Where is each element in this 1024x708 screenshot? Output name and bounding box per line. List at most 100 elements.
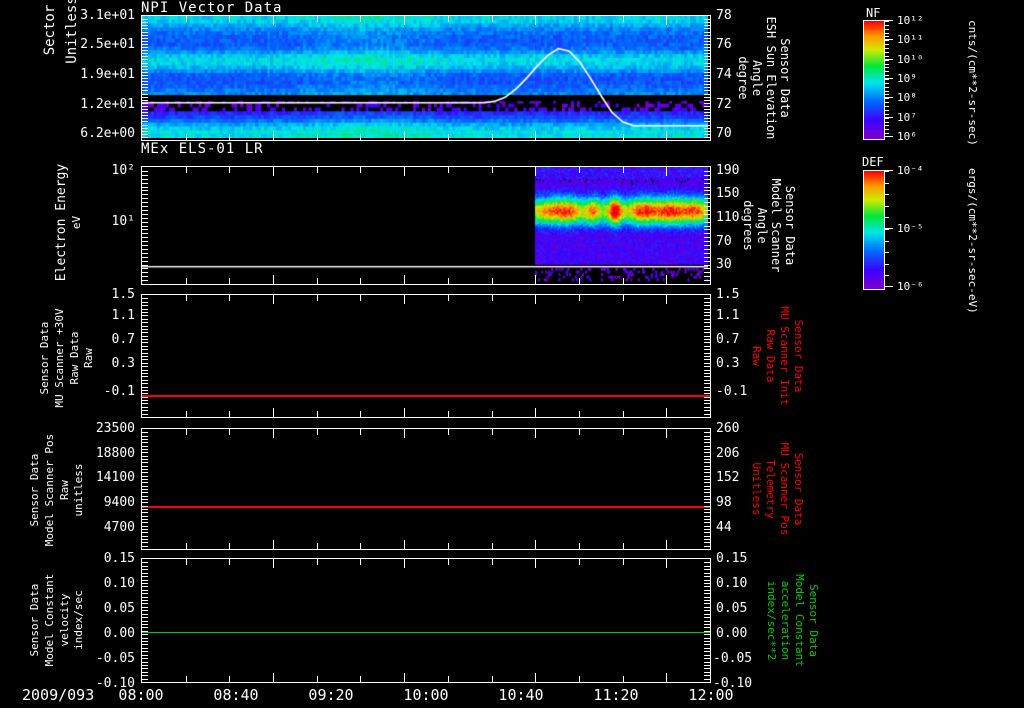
nf-colorbar-label: NF xyxy=(866,6,881,20)
panel4-ytick-4: 4700 xyxy=(103,520,135,535)
panel2-right-line1: Sensor Data xyxy=(783,185,797,266)
panel4-right-line4: Unitless xyxy=(750,462,763,516)
time-tick-label: 10:00 xyxy=(403,686,449,704)
panel1-rtick-3: 72 xyxy=(716,97,732,112)
cb1-tick-label: 10¹⁰ xyxy=(897,52,924,66)
panel2-right-line4: degrees xyxy=(741,200,755,251)
panel4-ytick-0: 23500 xyxy=(95,421,135,436)
panel2-ytick-1: 10¹ xyxy=(111,214,135,229)
panel4-rtick-2: 152 xyxy=(716,470,740,485)
panel1-ytick-0: 3.1e+01 xyxy=(80,8,135,23)
panel3-right-line3: Raw Data xyxy=(764,329,777,383)
cb1-minor-tick xyxy=(884,86,889,88)
cb2-tick-label: 10⁻⁵ xyxy=(897,222,924,235)
panel5-left-line4: index/sec xyxy=(72,590,85,650)
cb2-gradient xyxy=(864,171,884,289)
panel1-right-axis-label: Sensor Data ESH Sun Elevation Angle degr… xyxy=(736,15,810,141)
panel1-ytick-3: 1.2e+01 xyxy=(80,97,135,112)
panel4-rtick-1: 206 xyxy=(716,446,740,461)
npi-spectrogram-canvas xyxy=(142,16,708,138)
cb1-tick-label: 10⁸ xyxy=(897,91,917,105)
panel3-ytick-1: 1.1 xyxy=(111,308,135,323)
panel5-right-line4: index/sec**2 xyxy=(765,580,778,661)
panel4-ytick-2: 14100 xyxy=(95,470,135,485)
panel5-right-line3: acceleration xyxy=(779,580,792,661)
cb1-tick-mark xyxy=(884,58,893,60)
panel3-rtick-3: 0.3 xyxy=(716,356,740,371)
panel2-rtick-2: 110 xyxy=(716,210,740,225)
panel5-rtick-4: -0.05 xyxy=(713,651,753,666)
panel-mex-els-01-lr[interactable] xyxy=(141,166,711,285)
series-line-mu-scanner-pos xyxy=(142,506,710,508)
cb1-tick-mark xyxy=(884,116,893,118)
cb1-tick-mark xyxy=(884,78,893,79)
panel5-rtick-1: 0.10 xyxy=(716,576,748,591)
cb1-minor-tick xyxy=(884,79,889,80)
cb1-tick-label: 10¹² xyxy=(897,14,924,27)
def-unit-text: ergs/(cm**2-sr-sec-eV) xyxy=(966,168,979,314)
panel-npi-vector-data[interactable] xyxy=(141,15,711,141)
cb2-minor-tick xyxy=(884,217,889,219)
nf-colorbar[interactable] xyxy=(863,20,885,140)
panel2-right-line3: Angle xyxy=(755,207,769,244)
time-tick-label: 09:20 xyxy=(308,686,354,704)
cb1-tick-label: 10⁷ xyxy=(897,110,917,124)
def-colorbar-unit: ergs/(cm**2-sr-sec-eV) xyxy=(965,168,985,314)
panel-title-els: MEx ELS-01 LR xyxy=(141,141,264,157)
cb1-tick-mark xyxy=(884,97,893,99)
date-label: 2009/093 xyxy=(22,686,95,704)
panel5-ytick-1: 0.10 xyxy=(103,576,135,591)
panel5-rtick-2: 0.05 xyxy=(716,601,748,616)
panel5-rtick-5: -0.10 xyxy=(713,676,753,691)
panel4-right-axis-label: Sensor Data MU Scanner Pos Telemetry Uni… xyxy=(750,428,830,550)
cb2-tick-mark xyxy=(884,228,893,229)
cb1-minor-tick xyxy=(884,28,889,30)
panel4-rtick-0: 260 xyxy=(716,421,740,436)
panel3-ytick-2: 0.7 xyxy=(111,332,135,347)
panel1-right-line1: Sensor Data xyxy=(778,38,792,118)
panel1-rtick-0: 78 xyxy=(716,8,732,23)
panel3-right-line1: Sensor Data xyxy=(792,319,805,393)
def-colorbar[interactable] xyxy=(863,170,885,290)
panel4-right-line3: Telemetry xyxy=(764,459,777,519)
panel3-left-line1: Sensor Data xyxy=(38,321,51,395)
panel5-right-line1: Sensor Data xyxy=(807,584,820,657)
panel5-ytick-5: -0.10 xyxy=(95,676,135,691)
cb1-minor-tick xyxy=(884,113,889,115)
cb1-minor-tick xyxy=(884,44,889,46)
panel1-right-line3: Angle xyxy=(750,59,764,97)
panel3-rtick-4: -0.1 xyxy=(716,384,748,399)
panel2-rtick-1: 150 xyxy=(716,186,740,201)
panel-mu-scanner-30v-raw[interactable] xyxy=(141,294,711,418)
els-spectrogram-canvas xyxy=(142,167,708,282)
panel-model-scanner-pos-raw[interactable] xyxy=(141,428,711,550)
panel1-rtick-2: 74 xyxy=(716,67,732,82)
panel3-right-line2: MU Scanner Init xyxy=(778,306,791,406)
cb1-minor-tick xyxy=(884,129,889,131)
panel3-right-line4: Raw xyxy=(750,346,763,366)
panel2-rtick-4: 30 xyxy=(716,257,732,272)
cb1-minor-tick xyxy=(884,94,889,96)
panel-model-constant-velocity[interactable] xyxy=(141,558,711,683)
panel2-right-line2: Model Scanner xyxy=(769,178,783,273)
cb1-minor-tick xyxy=(884,40,889,42)
cb2-tick-label: 10⁻⁴ xyxy=(897,164,924,177)
time-tick-label: 08:40 xyxy=(213,686,259,704)
panel1-rtick-4: 70 xyxy=(716,126,732,141)
cb2-minor-tick xyxy=(884,194,889,196)
panel5-ytick-0: 0.15 xyxy=(103,551,135,566)
panel3-rtick-1: 1.1 xyxy=(716,308,740,323)
cb1-minor-tick xyxy=(884,133,889,135)
panel4-rtick-4: 44 xyxy=(716,520,732,535)
cb1-tick-mark xyxy=(884,20,893,21)
cb1-minor-tick xyxy=(884,117,889,119)
cb1-minor-tick xyxy=(884,90,889,92)
cb1-minor-tick xyxy=(884,51,889,53)
panel3-right-axis-label: Sensor Data MU Scanner Init Raw Data Raw xyxy=(750,294,830,418)
cb2-tick-mark xyxy=(884,170,893,171)
panel2-right-axis-label: Sensor Data Model Scanner Angle degrees xyxy=(741,166,815,285)
cb2-minor-tick xyxy=(884,182,889,184)
cb1-minor-tick xyxy=(884,106,889,108)
panel3-ytick-4: -0.1 xyxy=(103,384,135,399)
cb2-minor-tick xyxy=(884,171,889,172)
